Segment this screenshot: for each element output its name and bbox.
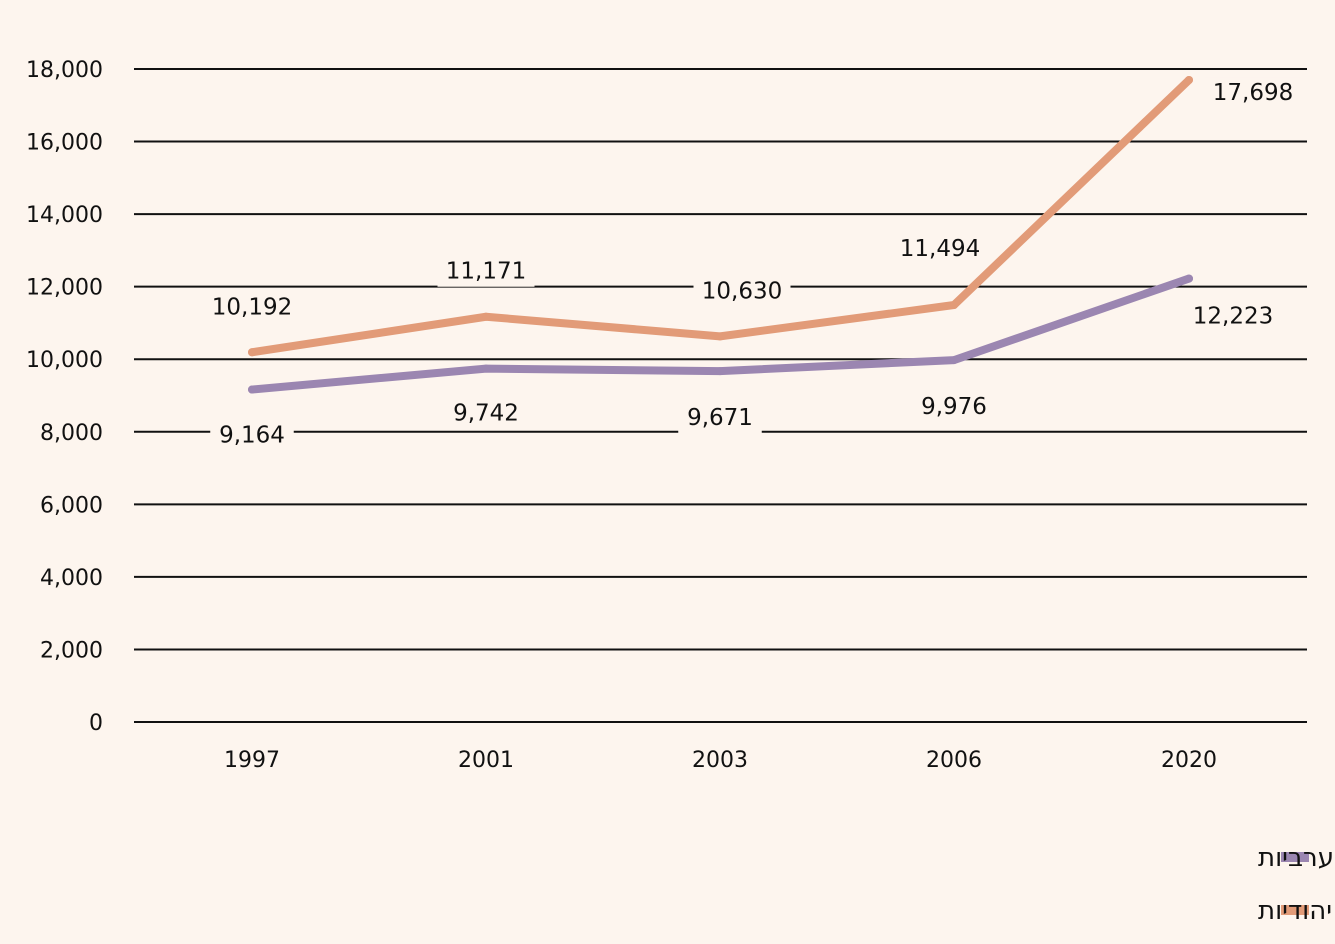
data-label: 10,630 [702,278,782,304]
data-label-bg [1204,77,1302,108]
data-label: 12,223 [1193,304,1273,330]
y-axis-ticks: 0 2,000 4,000 6,000 8,000 10,000 12,000 14,000 1… [26,58,103,736]
y-tick-label: 10,000 [26,348,103,373]
y-tick-label: 0 [89,711,103,736]
data-label: 9,742 [453,401,519,427]
y-tick-label: 14,000 [26,203,103,228]
series-line-1 [248,75,1193,357]
y-tick-label: 12,000 [26,276,103,301]
data-label-bg [693,276,791,307]
y-tick-label: 6,000 [40,493,103,518]
data-label: 9,671 [687,405,753,431]
data-label-bg [444,398,528,429]
y-tick-label: 16,000 [26,131,103,156]
data-point [950,301,958,310]
data-point [716,332,724,341]
data-point [482,312,490,321]
y-tick-label: 18,000 [26,58,103,83]
data-label-bg [210,420,294,451]
legend-swatch [1281,852,1309,862]
y-tick-label: 8,000 [40,421,103,446]
data-point [716,367,724,376]
legend-label: משפחות יהודיות [1258,896,1335,926]
data-point [248,385,256,394]
data-label-bg [203,292,301,323]
series-lines [248,75,1193,394]
x-axis-ticks: 1997 2001 2003 2006 2020 [224,748,1217,773]
data-point [1185,274,1193,283]
data-point [248,348,256,357]
data-label-bg [437,256,535,287]
x-tick-label: 1997 [224,748,280,773]
x-tick-label: 2003 [692,748,748,773]
x-tick-label: 2006 [926,748,982,773]
data-point [482,364,490,373]
data-label: 9,164 [219,423,285,449]
x-tick-label: 2020 [1161,748,1217,773]
data-label-bg [1184,301,1282,332]
grid-lines [134,68,1307,723]
legend: משפחות ערביות משפחות יהודיות [1258,843,1335,926]
data-label-bg [912,392,996,423]
data-point [950,356,958,365]
data-label: 10,192 [212,294,292,320]
y-tick-label: 2,000 [40,638,103,663]
data-label: 9,976 [921,394,987,420]
data-label: 11,494 [900,236,980,262]
data-label: 11,171 [446,259,526,285]
data-label-bg [678,403,762,434]
data-label-bg [891,234,989,265]
x-tick-label: 2001 [458,748,514,773]
legend-label: משפחות ערביות [1258,843,1335,873]
legend-swatch [1281,905,1309,915]
data-labels: 9,164 9,742 9,671 9,976 12,223 10,192 11,171 10… [203,77,1302,451]
y-tick-label: 4,000 [40,566,103,591]
data-label: 17,698 [1213,80,1293,106]
data-point [1185,75,1193,84]
